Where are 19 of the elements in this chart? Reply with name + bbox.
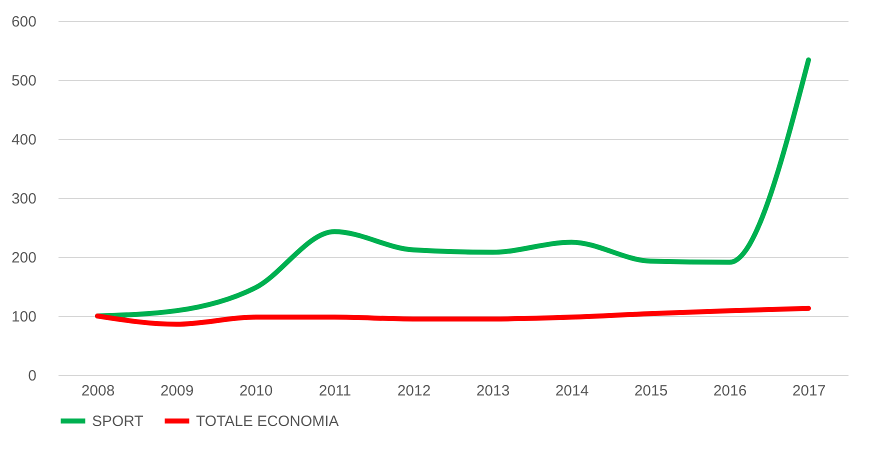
x-tick-label: 2008	[81, 382, 115, 400]
y-tick-label: 600	[11, 14, 36, 30]
x-tick-label: 2016	[713, 382, 747, 400]
x-tick-label: 2012	[397, 382, 431, 400]
y-tick-label: 300	[11, 190, 36, 208]
y-tick-label: 400	[11, 132, 36, 148]
x-tick-label: 2017	[792, 382, 826, 400]
y-tick-label: 500	[11, 72, 36, 90]
y-tick-label: 200	[11, 250, 36, 266]
x-tick-label: 2014	[555, 382, 589, 400]
x-tick-label: 2009	[160, 382, 194, 400]
legend-label: SPORT	[92, 413, 144, 430]
legend-label: TOTALE ECONOMIA	[196, 413, 339, 430]
x-tick-label: 2015	[634, 382, 668, 400]
x-tick-label: 2011	[318, 382, 352, 400]
y-tick-label: 100	[11, 308, 36, 326]
x-tick-label: 2010	[239, 382, 273, 400]
y-tick-label: 0	[28, 368, 36, 384]
x-tick-label: 2013	[476, 382, 510, 400]
